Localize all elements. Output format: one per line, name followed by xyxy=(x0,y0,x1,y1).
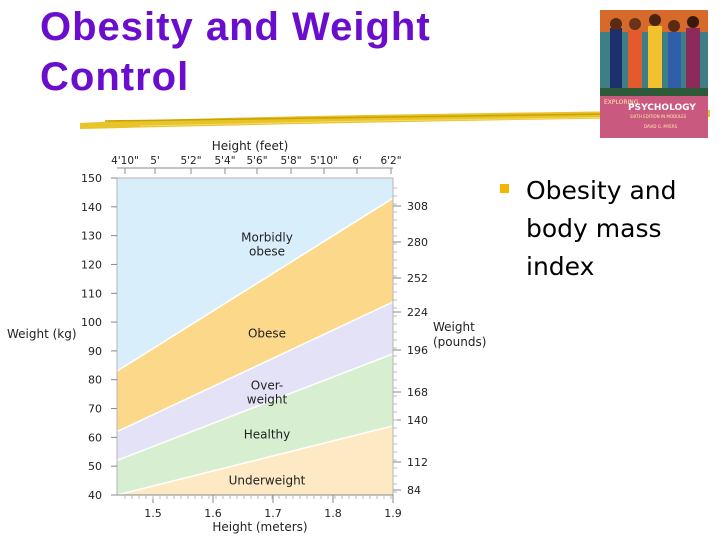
region-label-overweight: weight xyxy=(247,393,288,407)
y-tick-label: 100 xyxy=(81,316,102,329)
book-cover-author: DAVID G. MYERS xyxy=(644,124,678,129)
boundary-line-4 xyxy=(116,197,394,372)
slide-title-line-1: Obesity and Weight xyxy=(40,5,431,49)
region-label-healthy: Healthy xyxy=(244,427,291,441)
top-tick-label: 6'2" xyxy=(380,155,401,167)
y-tick-label: 90 xyxy=(88,345,102,358)
y-tick-label: 70 xyxy=(88,403,102,416)
x-axis-title: Height (meters) xyxy=(212,520,307,534)
y-axis-title: Weight (kg) xyxy=(7,327,77,341)
top-tick-label: 5'4" xyxy=(214,155,235,167)
boundary-line-1 xyxy=(116,425,394,496)
right-tick-label: 168 xyxy=(407,386,428,399)
slide-title-line-2: Control xyxy=(40,55,190,99)
x-tick-label: 1.6 xyxy=(204,507,222,520)
x-tick-label: 1.7 xyxy=(264,507,282,520)
y-tick-label: 60 xyxy=(88,431,102,444)
y-tick-label: 40 xyxy=(88,489,102,502)
right-tick-label: 84 xyxy=(407,484,421,497)
right-tick-label: 308 xyxy=(407,200,428,213)
right-tick-label: 140 xyxy=(407,414,428,427)
y-tick-label: 120 xyxy=(81,258,102,271)
region-label-morbidly-obese: obese xyxy=(249,244,285,258)
slide-title: Obesity and Weight Control xyxy=(40,2,431,102)
y-tick-label: 80 xyxy=(88,374,102,387)
book-cover-image: EXPLORING PSYCHOLOGY SIXTH EDITION IN MO… xyxy=(600,10,708,138)
region-label-morbidly-obese: Morbidly xyxy=(241,230,293,244)
right-tick-label: 224 xyxy=(407,306,428,319)
region-obese xyxy=(117,198,393,432)
boundary-line-2 xyxy=(116,353,394,462)
region-healthy xyxy=(117,353,393,495)
x-tick-label: 1.8 xyxy=(324,507,342,520)
top-tick-label: 5'8" xyxy=(280,155,301,167)
x-tick-label: 1.9 xyxy=(384,507,402,520)
right-tick-label: 112 xyxy=(407,456,428,469)
boundary-line-3 xyxy=(116,301,394,433)
top-tick-label: 4'10" xyxy=(111,155,139,167)
top-tick-label: 5'2" xyxy=(180,155,201,167)
y-tick-label: 130 xyxy=(81,230,102,243)
right-tick-label: 196 xyxy=(407,344,428,357)
top-tick-label: 6' xyxy=(352,155,362,167)
region-label-overweight: Over- xyxy=(251,379,283,393)
book-cover-series: EXPLORING xyxy=(604,99,639,106)
region-label-underweight: Underweight xyxy=(229,474,306,488)
top-tick-label: 5'6" xyxy=(246,155,267,167)
top-tick-label: 5' xyxy=(150,155,160,167)
y-tick-label: 140 xyxy=(81,201,102,214)
bmi-chart: 40 50 60 70 80 90 100 110 120 130 140 150 84 112 140 1… xyxy=(7,139,486,534)
region-morbidly-obese xyxy=(117,178,393,372)
top-tick-label: 5'10" xyxy=(310,155,338,167)
right-axis-title: Weight (pounds) xyxy=(433,320,486,349)
top-axis-title: Height (feet) xyxy=(212,139,289,153)
y-tick-label: 110 xyxy=(81,287,102,300)
book-cover-title: PSYCHOLOGY xyxy=(628,103,696,113)
region-label-obese: Obese xyxy=(248,327,286,341)
region-overweight xyxy=(117,301,393,461)
bullet-text: Obesity and body mass index xyxy=(526,176,677,281)
y-tick-label: 150 xyxy=(81,172,102,185)
right-tick-label: 280 xyxy=(407,236,428,249)
bullet-square-icon xyxy=(500,184,509,193)
book-cover-subtitle: SIXTH EDITION IN MODULES xyxy=(630,114,687,119)
y-tick-label: 50 xyxy=(88,460,102,473)
right-tick-label: 252 xyxy=(407,272,428,285)
x-tick-label: 1.5 xyxy=(144,507,162,520)
